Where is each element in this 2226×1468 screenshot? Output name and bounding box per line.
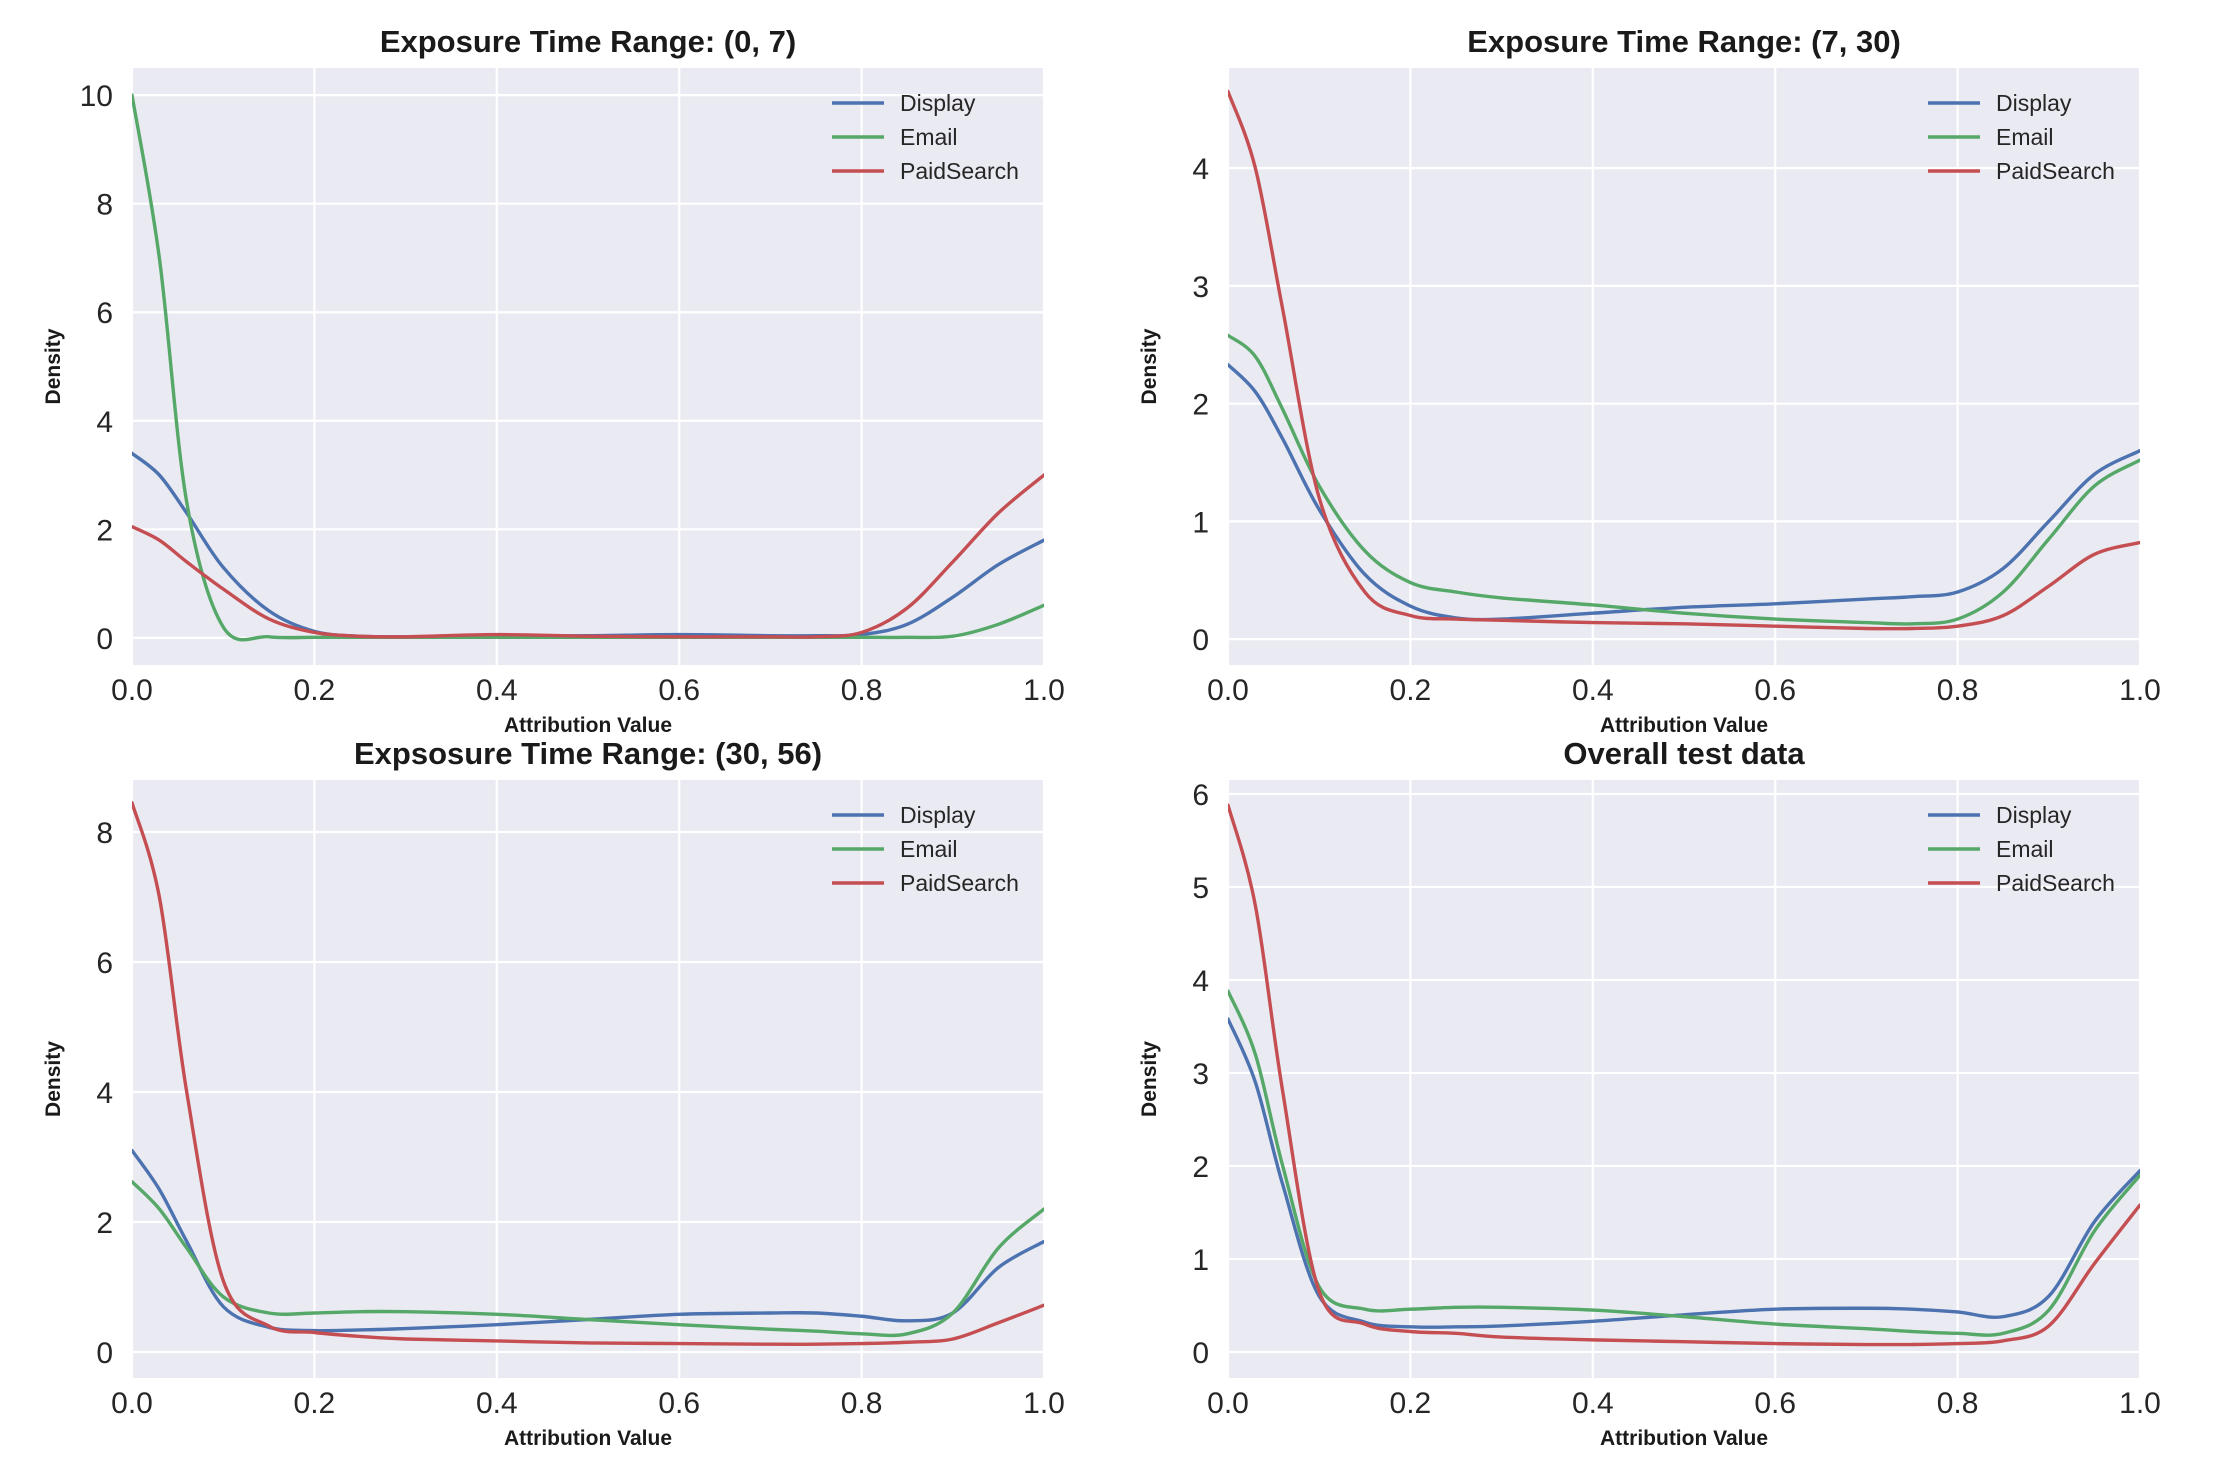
y-axis-label: Density [1138, 328, 1161, 404]
y-axis-label: Density [42, 328, 65, 404]
legend-label: PaidSearch [1996, 158, 2115, 184]
series-line-paidsearch [1228, 803, 2140, 1347]
x-tick-label: 0.4 [1572, 1387, 1614, 1420]
x-axis-label: Attribution Value [1600, 714, 1768, 737]
legend-label: Display [900, 90, 976, 116]
y-tick-label: 4 [1192, 965, 1209, 998]
y-tick-label: 6 [96, 947, 113, 980]
x-tick-label: 0.2 [294, 1387, 336, 1420]
plot-area [132, 68, 1044, 665]
y-tick-label: 6 [1192, 779, 1209, 812]
x-tick-label: 0.0 [1207, 1387, 1249, 1420]
legend-label: Email [900, 836, 958, 862]
x-axis-label: Attribution Value [504, 1427, 672, 1450]
legend-label: Display [1996, 802, 2072, 828]
x-tick-label: 0.8 [1937, 674, 1979, 707]
legend: Display Email PaidSearch [832, 90, 1019, 184]
series-line-paidsearch [132, 473, 1044, 639]
legend: Display Email PaidSearch [1928, 90, 2115, 184]
x-tick-label: 0.2 [1390, 1387, 1432, 1420]
y-tick-label: 8 [96, 189, 113, 222]
y-tick-label: 2 [96, 514, 113, 547]
y-tick-label: 1 [1192, 506, 1209, 539]
x-tick-label: 1.0 [2119, 674, 2161, 707]
y-tick-label: 4 [96, 1077, 113, 1110]
x-tick-label: 0.0 [1207, 674, 1249, 707]
x-tick-label: 0.8 [841, 674, 883, 707]
series-line-paidsearch [132, 801, 1044, 1346]
legend-label: Email [1996, 836, 2054, 862]
chart-panel-2: 0.0 0.2 0.4 0.6 0.8 1.0 0 1 2 3 4 Exposure Time Ran… [1138, 24, 2161, 737]
x-tick-label: 0.8 [1937, 1387, 1979, 1420]
x-axis-label: Attribution Value [504, 714, 672, 737]
plot-area [1228, 780, 2140, 1378]
legend: Display Email PaidSearch [1928, 802, 2115, 896]
x-tick-label: 0.6 [1754, 1387, 1796, 1420]
x-tick-label: 0.4 [476, 1387, 518, 1420]
y-axis-label: Density [42, 1041, 65, 1117]
x-tick-label: 1.0 [2119, 1387, 2161, 1420]
series-line-email [1228, 333, 2140, 626]
y-tick-label: 4 [96, 406, 113, 439]
y-tick-label: 10 [80, 80, 113, 113]
x-tick-label: 1.0 [1023, 1387, 1065, 1420]
series-line-display [132, 1148, 1044, 1333]
series-line-paidsearch [1228, 89, 2140, 631]
legend-label: PaidSearch [900, 158, 1019, 184]
x-tick-label: 0.6 [658, 1387, 700, 1420]
y-tick-label: 2 [1192, 389, 1209, 422]
x-tick-label: 0.2 [1390, 674, 1432, 707]
legend-label: Email [900, 124, 958, 150]
chart-title: Exposure Time Range: (0, 7) [380, 24, 796, 59]
y-tick-label: 3 [1192, 271, 1209, 304]
y-tick-label: 0 [96, 1337, 113, 1370]
legend-label: Email [1996, 124, 2054, 150]
x-tick-label: 0.0 [111, 674, 153, 707]
y-tick-label: 4 [1192, 153, 1209, 186]
chart-title: Exposure Time Range: (7, 30) [1467, 24, 1901, 59]
y-tick-label: 0 [96, 623, 113, 656]
chart-panel-1: 0.0 0.2 0.4 0.6 0.8 1.0 0 2 4 6 8 10 Exposure Time R… [42, 24, 1065, 737]
chart-panel-4: 0.0 0.2 0.4 0.6 0.8 1.0 0 1 2 3 4 5 6 Overall test da… [1138, 736, 2161, 1450]
legend-label: Display [1996, 90, 2072, 116]
legend-label: PaidSearch [900, 870, 1019, 896]
chart-title: Overall test data [1563, 736, 1805, 771]
chart-title: Expsosure Time Range: (30, 56) [354, 736, 822, 771]
series-line-display [1228, 1017, 2140, 1329]
x-tick-label: 0.0 [111, 1387, 153, 1420]
y-tick-label: 2 [96, 1207, 113, 1240]
y-tick-label: 0 [1192, 1337, 1209, 1370]
legend-label: PaidSearch [1996, 870, 2115, 896]
series-line-email [132, 1180, 1044, 1338]
chart-panel-3: 0.0 0.2 0.4 0.6 0.8 1.0 0 2 4 6 8 Expsosure Time Ra… [42, 736, 1065, 1450]
y-axis-label: Density [1138, 1041, 1161, 1117]
y-tick-label: 2 [1192, 1151, 1209, 1184]
series-line-email [1228, 989, 2140, 1337]
x-tick-label: 0.6 [1754, 674, 1796, 707]
y-tick-label: 6 [96, 297, 113, 330]
y-tick-label: 3 [1192, 1058, 1209, 1091]
x-tick-label: 0.8 [841, 1387, 883, 1420]
legend-label: Display [900, 802, 976, 828]
x-tick-label: 0.6 [658, 674, 700, 707]
x-tick-label: 1.0 [1023, 674, 1065, 707]
y-tick-label: 5 [1192, 872, 1209, 905]
y-tick-label: 0 [1192, 624, 1209, 657]
y-tick-label: 1 [1192, 1244, 1209, 1277]
x-tick-label: 0.2 [294, 674, 336, 707]
x-tick-label: 0.4 [1572, 674, 1614, 707]
plot-area [132, 780, 1044, 1378]
x-axis-label: Attribution Value [1600, 1427, 1768, 1450]
legend: Display Email PaidSearch [832, 802, 1019, 896]
series-line-email [132, 93, 1044, 642]
y-tick-label: 8 [96, 817, 113, 850]
x-tick-label: 0.4 [476, 674, 518, 707]
